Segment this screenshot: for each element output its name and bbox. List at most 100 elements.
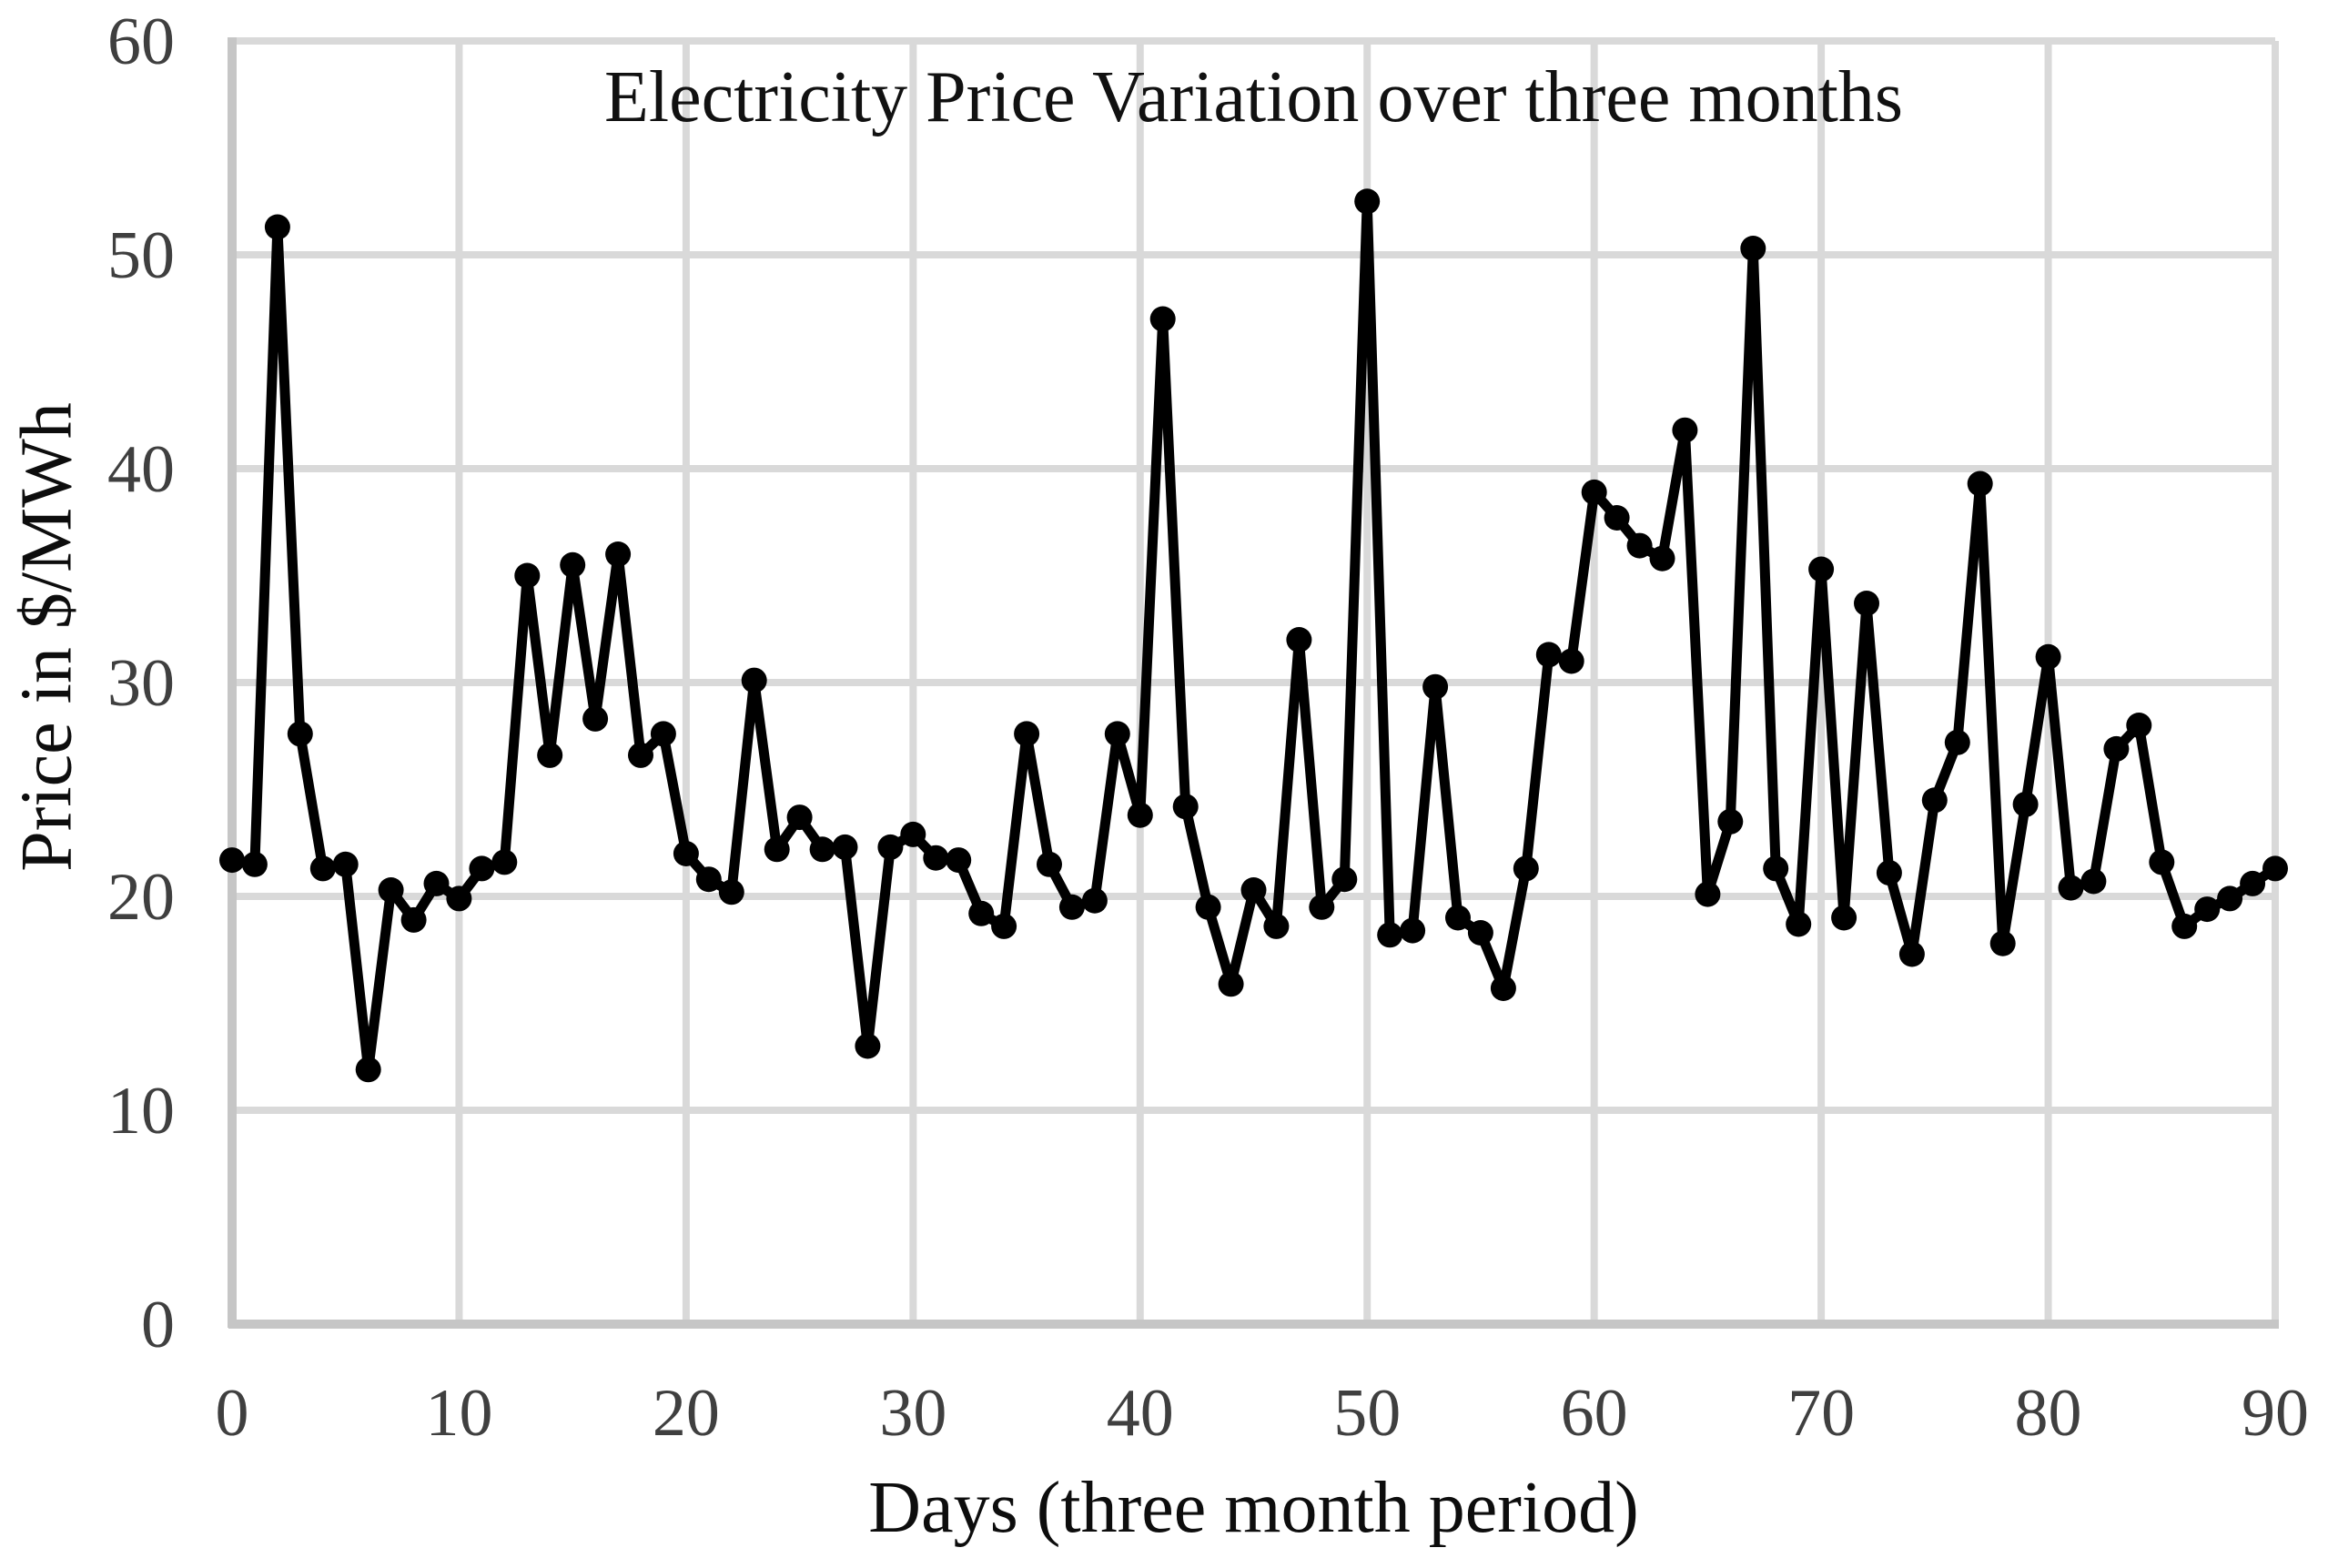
y-tick-label: 30 [107, 646, 175, 721]
data-point-marker [764, 836, 790, 863]
data-point-marker [1604, 505, 1630, 531]
data-point-marker [968, 900, 995, 926]
data-point-marker [695, 866, 722, 893]
data-point-marker [1558, 648, 1584, 674]
data-point-marker [1240, 877, 1267, 903]
x-axis-title: Days (three month period) [868, 1468, 1639, 1548]
data-point-marker [832, 834, 858, 860]
data-point-marker [923, 845, 949, 871]
x-tick-label: 90 [2242, 1376, 2309, 1451]
x-tick-label: 70 [1787, 1376, 1855, 1451]
x-tick-label: 40 [1107, 1376, 1174, 1451]
data-point-marker [2171, 913, 2198, 939]
y-tick-label: 40 [107, 432, 175, 507]
x-axis-tick-labels: 0 10 20 30 40 50 60 70 80 90 [216, 1376, 2310, 1451]
data-point-marker [2217, 885, 2243, 912]
data-point-marker [1014, 721, 1040, 747]
data-point-marker [877, 834, 904, 860]
data-series-line [227, 196, 2281, 1075]
data-point-marker [1921, 787, 1948, 814]
data-point-marker [2240, 870, 2266, 896]
data-point-marker [1354, 188, 1381, 215]
data-point-marker [1763, 855, 1789, 882]
data-point-marker [1263, 913, 1290, 939]
data-point-marker [2080, 868, 2107, 895]
data-point-marker [400, 906, 427, 933]
data-point-marker [1786, 911, 1812, 937]
data-point-marker [582, 705, 609, 732]
data-point-marker [355, 1057, 381, 1083]
data-point-marker [423, 870, 450, 896]
data-point-marker [1876, 860, 1902, 886]
data-point-marker [1172, 794, 1199, 820]
data-point-marker [1400, 917, 1426, 944]
data-point-marker [287, 721, 313, 747]
data-point-marker [946, 847, 972, 874]
data-point-marker [1081, 887, 1108, 914]
data-point-marker [991, 913, 1017, 939]
data-point-marker [1740, 236, 1766, 261]
data-point-marker [741, 667, 767, 693]
data-point-marker [1195, 894, 1221, 920]
data-point-marker [309, 855, 336, 882]
data-point-marker [241, 851, 268, 877]
data-point-marker [1149, 306, 1176, 332]
x-tick-label: 50 [1333, 1376, 1401, 1451]
data-point-marker [1218, 971, 1244, 997]
data-point-marker [1037, 851, 1062, 877]
data-point-marker [673, 841, 699, 866]
data-point-marker [1331, 866, 1358, 893]
data-point-marker [1467, 920, 1493, 946]
data-point-marker [1626, 532, 1653, 559]
data-point-marker [605, 541, 632, 567]
data-point-marker [1104, 721, 1130, 747]
data-point-marker [1808, 556, 1835, 582]
data-point-marker [1127, 802, 1153, 828]
data-point-marker [1831, 905, 1857, 931]
data-point-marker [1854, 591, 1879, 616]
data-point-marker [1967, 470, 1993, 497]
axis-lines [228, 37, 2279, 1329]
x-tick-label: 30 [879, 1376, 946, 1451]
data-point-marker [2012, 791, 2039, 817]
y-tick-label: 20 [107, 860, 175, 935]
data-point-marker [628, 742, 653, 768]
data-point-marker [446, 885, 472, 912]
data-point-marker [718, 879, 744, 905]
chart-title: Electricity Price Variation over three m… [604, 57, 1903, 137]
data-point-marker [1989, 930, 2016, 956]
data-point-marker [786, 804, 813, 831]
data-point-marker [2035, 643, 2061, 670]
y-axis-tick-labels: 0 10 20 30 40 50 60 [107, 5, 175, 1362]
data-point-marker [264, 214, 290, 240]
data-point-marker [378, 877, 404, 903]
data-series [219, 188, 2288, 1083]
data-point-marker [2149, 849, 2175, 875]
y-tick-label: 10 [107, 1074, 175, 1148]
data-point-marker [1535, 642, 1562, 668]
data-point-marker [1490, 976, 1516, 1001]
x-tick-label: 10 [425, 1376, 492, 1451]
data-point-marker [1944, 729, 1970, 755]
data-point-marker [491, 849, 518, 875]
x-tick-label: 60 [1561, 1376, 1628, 1451]
data-point-marker [469, 855, 495, 882]
data-point-marker [1422, 673, 1449, 700]
data-point-marker [219, 847, 245, 874]
y-tick-label: 0 [141, 1288, 175, 1362]
data-point-marker [1377, 922, 1403, 948]
data-point-marker [560, 551, 586, 578]
data-point-marker [1513, 855, 1539, 882]
data-point-marker [1717, 808, 1744, 835]
data-point-marker [1058, 894, 1085, 920]
data-point-marker [809, 836, 835, 863]
data-point-marker [855, 1033, 881, 1059]
data-point-marker [2058, 875, 2084, 901]
data-point-marker [2126, 713, 2152, 738]
x-tick-label: 0 [216, 1376, 249, 1451]
data-point-marker [332, 851, 359, 877]
x-tick-label: 20 [653, 1376, 720, 1451]
y-tick-label: 50 [107, 218, 175, 293]
data-point-marker [1581, 479, 1607, 505]
